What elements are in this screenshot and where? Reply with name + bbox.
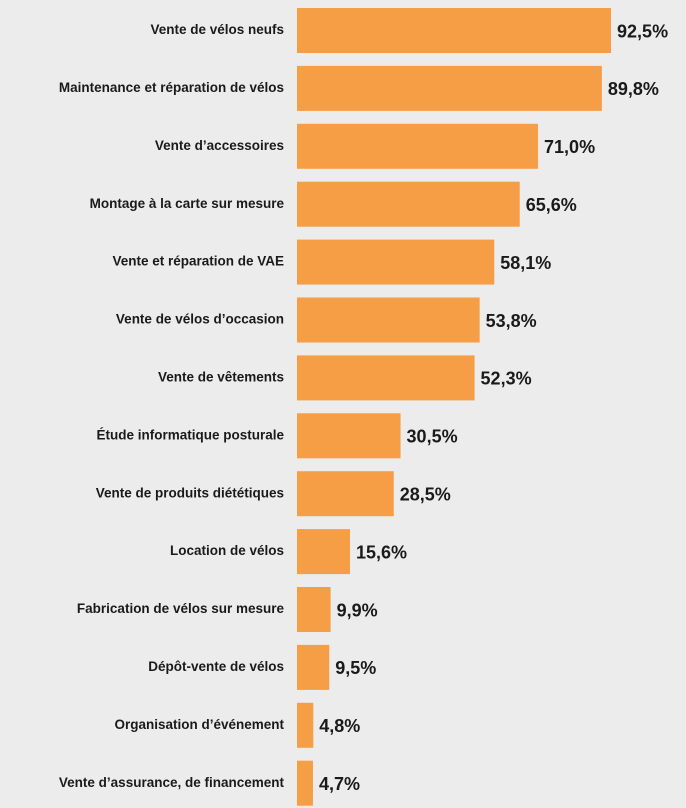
value-label: 58,1%	[500, 253, 551, 273]
value-label: 9,5%	[335, 658, 376, 678]
value-label: 15,6%	[356, 542, 407, 562]
value-label: 53,8%	[486, 311, 537, 331]
category-label: Montage à la carte sur mesure	[90, 196, 285, 211]
value-label: 30,5%	[407, 427, 458, 447]
category-label: Maintenance et réparation de vélos	[59, 80, 284, 95]
bar	[297, 65, 602, 111]
value-label: 4,8%	[319, 716, 360, 736]
category-label: Organisation d’événement	[114, 717, 284, 732]
bar	[297, 471, 394, 517]
category-label: Location de vélos	[170, 543, 284, 558]
category-label: Étude informatique posturale	[96, 427, 284, 442]
category-label: Vente d’assurance, de financement	[59, 775, 285, 790]
bar	[297, 123, 539, 169]
category-label: Vente de vêtements	[158, 369, 284, 384]
value-label: 4,7%	[319, 774, 360, 794]
category-label: Vente d’accessoires	[155, 138, 284, 153]
bar	[297, 760, 313, 806]
value-label: 52,3%	[481, 369, 532, 389]
value-label: 89,8%	[608, 79, 659, 99]
category-label: Vente de vélos d’occasion	[116, 312, 284, 327]
bar	[297, 297, 480, 343]
bar	[297, 529, 350, 575]
bar	[297, 413, 401, 459]
bar	[297, 702, 314, 748]
value-label: 9,9%	[337, 600, 378, 620]
bar	[297, 239, 495, 285]
value-label: 28,5%	[400, 484, 451, 504]
category-label: Fabrication de vélos sur mesure	[77, 601, 285, 616]
bar	[297, 355, 475, 401]
category-label: Vente de vélos neufs	[150, 22, 284, 37]
value-label: 71,0%	[544, 137, 595, 157]
bar	[297, 8, 612, 53]
bar	[297, 644, 330, 690]
category-label: Vente de produits diététiques	[96, 485, 284, 500]
bar	[297, 181, 520, 227]
category-label: Vente et réparation de VAE	[112, 254, 284, 269]
value-label: 65,6%	[526, 195, 577, 215]
value-label: 92,5%	[617, 21, 668, 41]
bar	[297, 587, 331, 632]
category-label: Dépôt-vente de vélos	[148, 659, 284, 674]
